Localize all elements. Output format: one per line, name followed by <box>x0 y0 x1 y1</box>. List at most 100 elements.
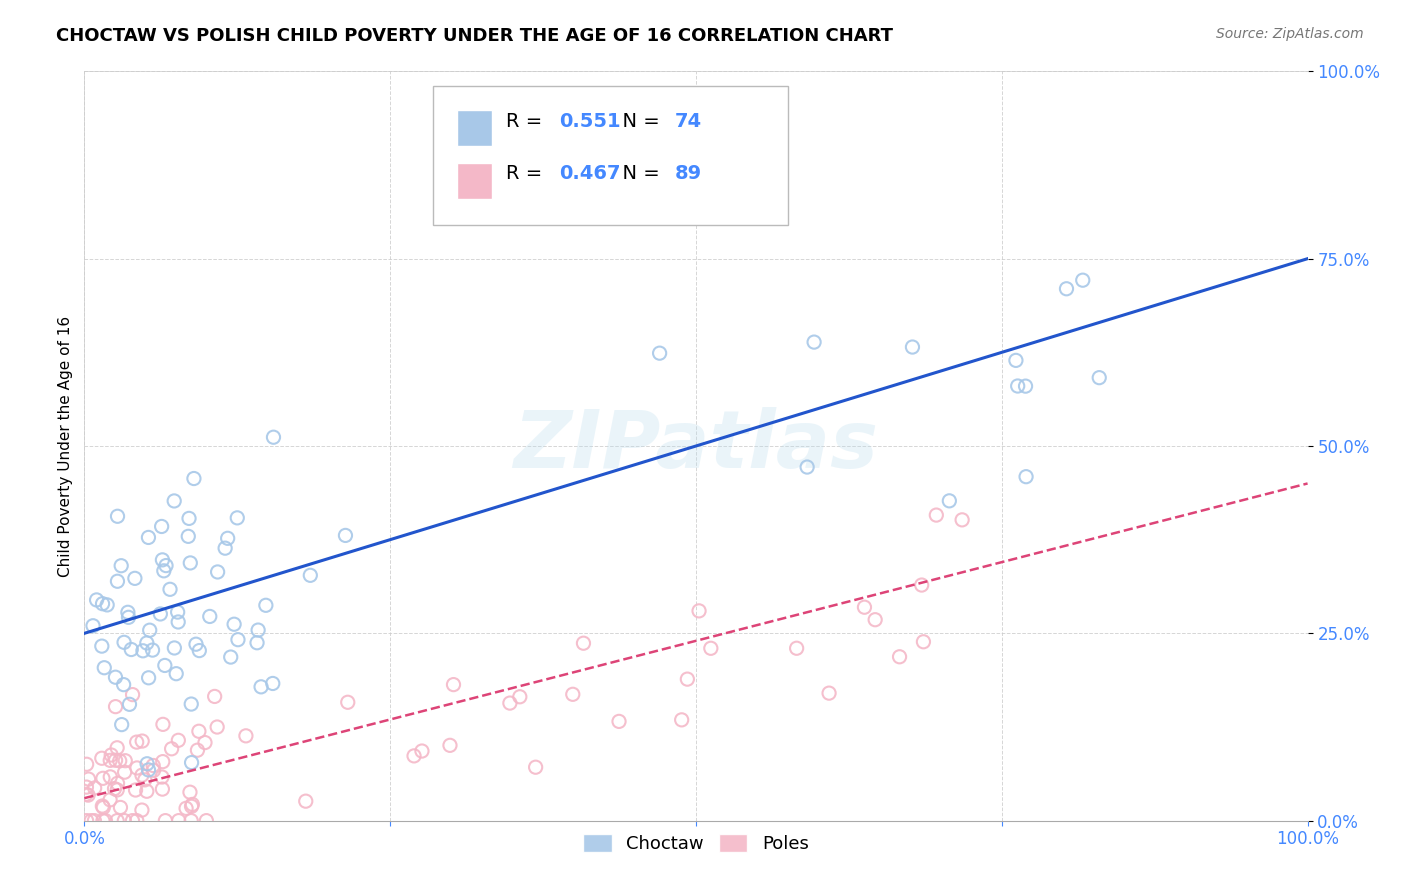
FancyBboxPatch shape <box>433 87 787 225</box>
Point <box>1005 353 1028 368</box>
Point <box>174 801 197 815</box>
Point <box>262 676 284 690</box>
Text: 0.551: 0.551 <box>560 112 620 131</box>
Point <box>402 748 425 763</box>
Point <box>93 661 115 675</box>
Point <box>188 643 211 657</box>
Point <box>112 635 135 649</box>
Point <box>183 471 205 485</box>
Point <box>159 582 181 597</box>
Point <box>132 644 155 658</box>
Point <box>107 509 129 524</box>
Point <box>141 643 163 657</box>
Point <box>246 636 269 650</box>
Point <box>803 335 825 350</box>
Point <box>104 670 127 684</box>
Point <box>818 686 841 700</box>
Point <box>187 724 209 739</box>
Point <box>671 713 693 727</box>
Point <box>100 747 122 762</box>
Point <box>499 696 522 710</box>
Point <box>90 751 112 765</box>
Point <box>180 697 202 711</box>
Text: 0.467: 0.467 <box>560 164 620 183</box>
Point <box>105 814 128 828</box>
Point <box>226 511 249 525</box>
Point <box>152 755 174 769</box>
Point <box>572 636 595 650</box>
Point <box>1014 379 1036 393</box>
Point <box>889 649 911 664</box>
Text: ZIPatlas: ZIPatlas <box>513 407 879 485</box>
Point <box>86 593 108 607</box>
Point <box>114 765 136 780</box>
Point <box>135 636 157 650</box>
Point <box>155 558 177 573</box>
Point <box>853 600 876 615</box>
Point <box>124 783 146 797</box>
Point <box>152 717 174 731</box>
Point <box>76 757 98 772</box>
Point <box>181 797 204 812</box>
Point <box>179 785 201 799</box>
Point <box>83 814 105 828</box>
Point <box>131 768 153 782</box>
Point <box>138 671 160 685</box>
Point <box>91 597 114 611</box>
Point <box>142 764 165 778</box>
Point <box>121 688 143 702</box>
Point <box>75 780 97 794</box>
Point <box>912 634 935 648</box>
Point <box>676 672 699 686</box>
Point <box>125 761 148 775</box>
Point <box>911 578 934 592</box>
Text: R =: R = <box>506 112 548 131</box>
Point <box>204 690 226 704</box>
Point <box>125 814 148 828</box>
Point <box>96 598 118 612</box>
Point <box>179 556 201 570</box>
Point <box>125 735 148 749</box>
Point <box>124 571 146 585</box>
Legend: Choctaw, Poles: Choctaw, Poles <box>576 827 815 860</box>
Point <box>98 793 121 807</box>
Point <box>107 776 129 790</box>
Point <box>925 508 948 522</box>
Point <box>194 735 217 749</box>
Point <box>411 744 433 758</box>
Point <box>150 770 173 784</box>
Point <box>105 783 128 797</box>
Point <box>98 753 121 767</box>
Point <box>160 741 183 756</box>
Point <box>138 763 160 777</box>
Point <box>195 814 218 828</box>
Point <box>336 695 359 709</box>
Point <box>561 687 583 701</box>
Point <box>77 788 100 802</box>
Point <box>114 754 136 768</box>
Point <box>443 678 465 692</box>
Point <box>796 460 818 475</box>
Point <box>1007 379 1029 393</box>
Point <box>138 531 160 545</box>
Point <box>152 553 174 567</box>
Point <box>110 800 132 814</box>
Point <box>94 814 117 828</box>
Point <box>247 623 270 637</box>
Point <box>138 623 160 637</box>
Point <box>439 739 461 753</box>
Y-axis label: Child Poverty Under the Age of 16: Child Poverty Under the Age of 16 <box>58 316 73 576</box>
Point <box>80 814 103 828</box>
Point <box>82 618 104 632</box>
Point <box>131 734 153 748</box>
Point <box>180 814 202 828</box>
Point <box>75 787 97 801</box>
Point <box>107 574 129 589</box>
Bar <box>457 111 492 146</box>
Point <box>91 800 114 814</box>
Point <box>117 610 139 624</box>
Point <box>153 564 176 578</box>
Point <box>163 640 186 655</box>
Point <box>120 642 142 657</box>
Point <box>103 781 125 796</box>
